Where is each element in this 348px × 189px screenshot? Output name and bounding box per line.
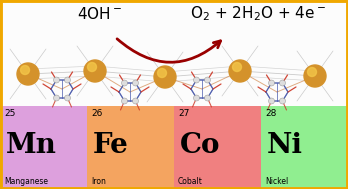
Circle shape [269,80,275,86]
Bar [0,106,87,189]
Circle shape [154,66,176,88]
Circle shape [205,77,211,83]
Bar [261,106,348,189]
Circle shape [133,98,139,104]
Circle shape [158,68,166,77]
Circle shape [121,98,127,104]
Circle shape [229,60,251,82]
Circle shape [21,66,30,74]
Text: Manganese: Manganese [4,177,48,186]
Circle shape [64,95,71,101]
Circle shape [54,77,60,83]
Text: Fe: Fe [93,132,129,159]
Bar [174,106,261,189]
Text: Nickel: Nickel [265,177,288,186]
Circle shape [308,67,316,77]
Text: 27: 27 [178,109,189,118]
Text: Mn: Mn [6,132,57,159]
Circle shape [17,63,39,85]
Bar [87,106,174,189]
Text: Ni: Ni [267,132,303,159]
Circle shape [304,65,326,87]
Circle shape [193,95,199,101]
Circle shape [84,60,106,82]
Circle shape [64,77,71,83]
FancyArrowPatch shape [117,39,221,62]
Text: Cobalt: Cobalt [178,177,203,186]
Text: Iron: Iron [91,177,106,186]
Bar [0,0,348,106]
Text: 26: 26 [91,109,102,118]
Text: 4OH$^-$: 4OH$^-$ [77,6,122,22]
Circle shape [232,63,242,71]
Circle shape [54,95,60,101]
Circle shape [205,95,211,101]
Circle shape [133,80,139,86]
Circle shape [269,98,275,104]
Circle shape [121,80,127,86]
Text: O$_2$ + 2H$_2$O + 4e$^-$: O$_2$ + 2H$_2$O + 4e$^-$ [190,5,326,23]
Circle shape [279,98,285,104]
Text: 25: 25 [4,109,15,118]
Circle shape [279,80,285,86]
Text: Co: Co [180,132,221,159]
Circle shape [87,63,96,71]
Text: 28: 28 [265,109,276,118]
Circle shape [193,77,199,83]
